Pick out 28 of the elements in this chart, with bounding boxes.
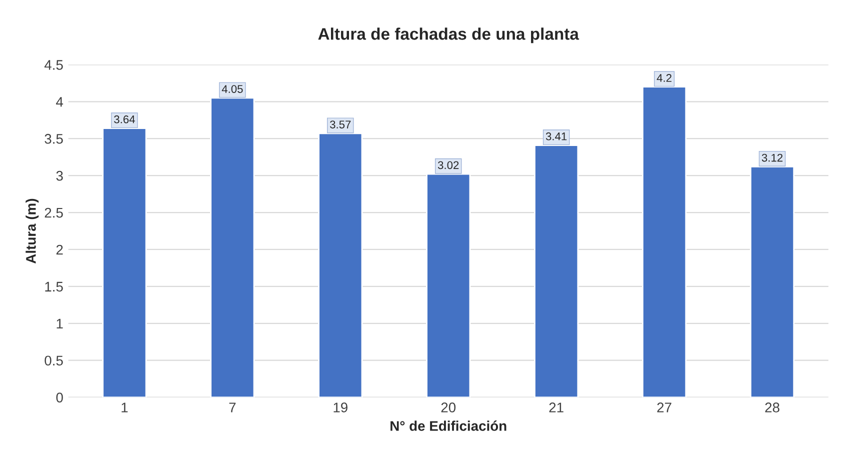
y-tick-label: 0.5 — [44, 356, 63, 366]
x-tick-label: 7 — [229, 402, 236, 412]
y-tick-label: 1.5 — [45, 282, 63, 292]
x-tick-label: 21 — [549, 402, 564, 412]
bar — [642, 86, 687, 398]
x-axis-title: N° de Edificiación — [390, 420, 506, 431]
x-tick-label: 19 — [334, 402, 348, 412]
chart-title: Altura de fachadas de una planta — [318, 28, 580, 44]
y-tick-label: 4.5 — [44, 60, 63, 70]
x-tick-label: 1 — [122, 402, 128, 412]
x-tick-label: 28 — [765, 402, 780, 412]
y-tick-label: 0 — [56, 392, 63, 402]
y-tick-label: 4 — [56, 97, 64, 107]
data-label: 3.64 — [114, 115, 135, 124]
data-label: 3.41 — [546, 132, 567, 140]
x-tick-label: 20 — [441, 402, 456, 412]
data-label: 3.57 — [330, 120, 351, 128]
data-label: 4.2 — [656, 74, 672, 82]
y-tick-label: 3 — [56, 170, 63, 181]
y-tick-label: 2.5 — [44, 208, 63, 218]
data-label: 3.12 — [762, 154, 782, 162]
data-label: 4.05 — [222, 85, 243, 93]
data-label: 3.02 — [438, 161, 459, 170]
x-tick-label: 27 — [657, 402, 672, 412]
y-tick-label: 3.5 — [44, 134, 63, 144]
y-tick-label: 2 — [56, 244, 63, 255]
y-tick-label: 1 — [56, 318, 63, 328]
y-axis-title: Altura (m) — [26, 198, 39, 264]
